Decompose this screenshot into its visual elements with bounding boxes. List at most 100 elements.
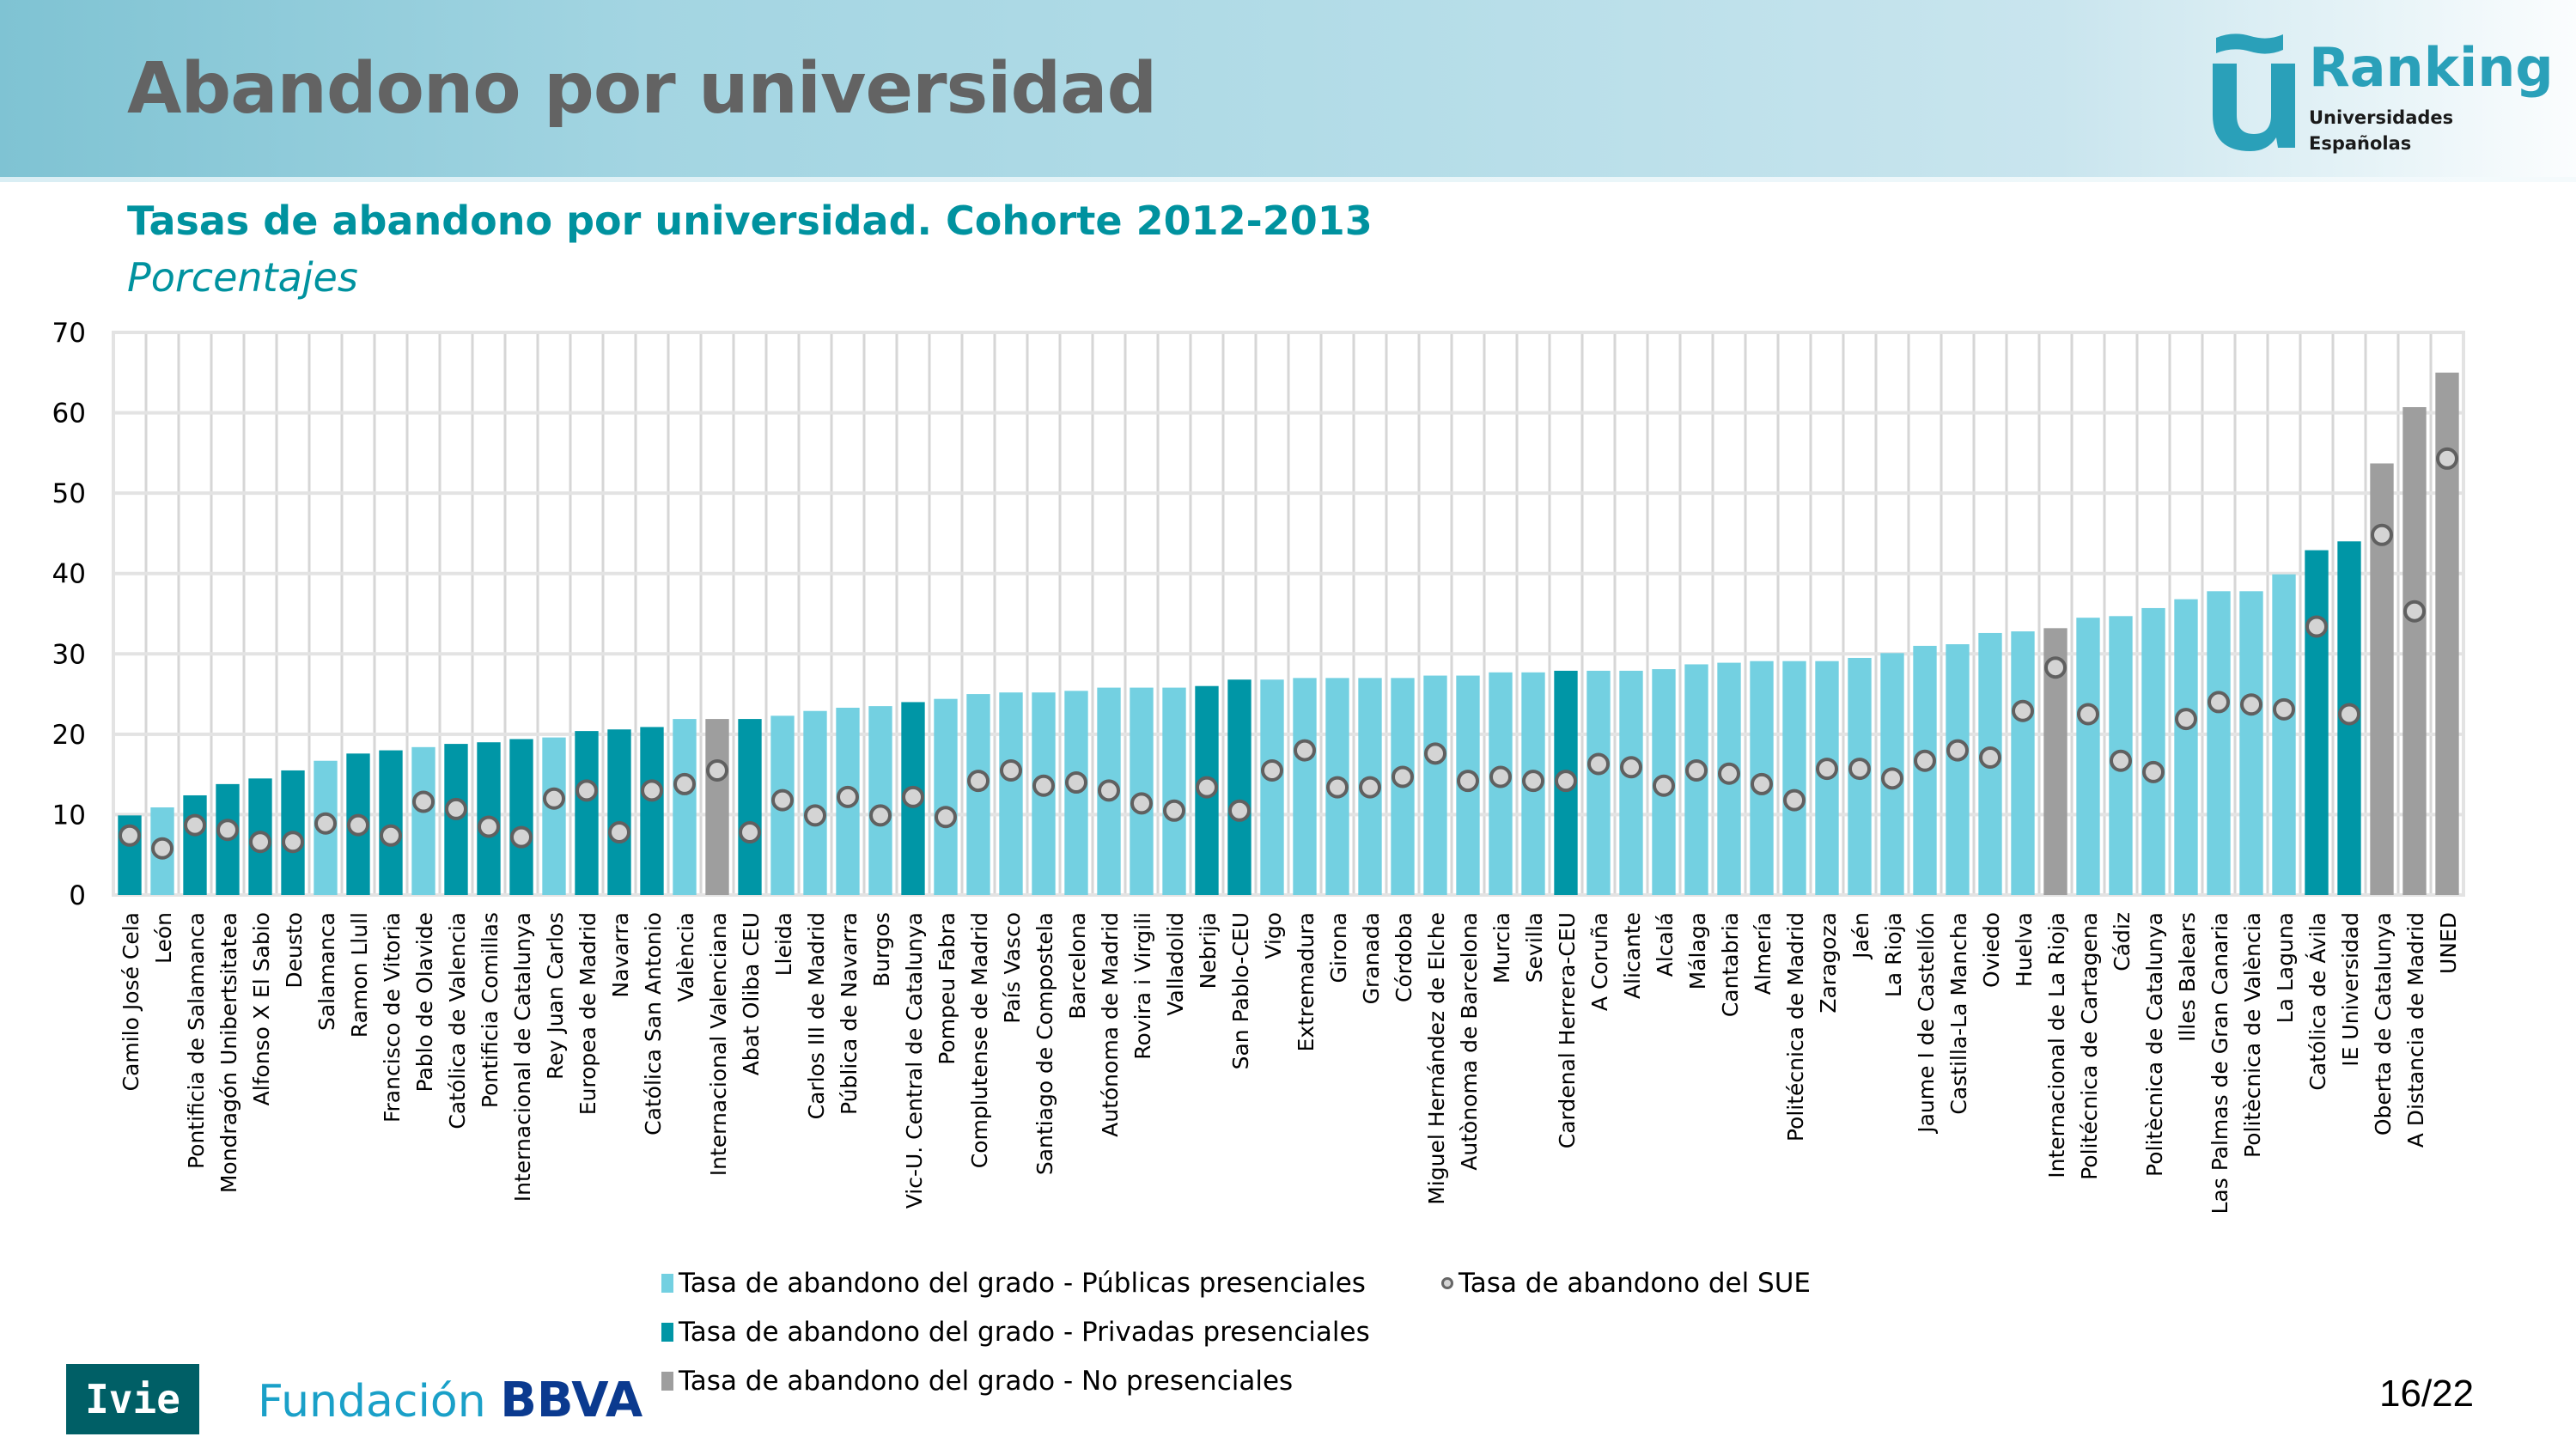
sue-point: [771, 788, 794, 812]
sue-point: [837, 785, 859, 808]
sue-point: [478, 815, 500, 838]
sue-point: [184, 813, 206, 837]
bar: [2011, 631, 2035, 895]
sue-point: [739, 821, 761, 844]
bar: [1227, 679, 1251, 895]
ranking-line2: Españolas: [2309, 133, 2412, 154]
bar: [2076, 618, 2100, 895]
y-tick-label: 70: [52, 318, 86, 349]
bar: [509, 739, 533, 895]
x-tick-label: Pontificia de Salamanca: [184, 912, 209, 1169]
y-tick-label: 60: [52, 399, 86, 429]
sue-point: [967, 770, 990, 793]
x-tick-label: Cardenal Herrera-CEU: [1555, 912, 1580, 1148]
x-tick-label: Nebrija: [1196, 912, 1221, 989]
sue-point: [2012, 699, 2034, 722]
x-tick-label: Francisco de Vitoria: [380, 912, 405, 1123]
bar: [1130, 687, 1154, 895]
x-tick-label: Almería: [1751, 912, 1775, 995]
legend-swatch-privadas: [661, 1323, 673, 1342]
x-tick-label: Politécnica de Cartagena: [2077, 912, 2102, 1180]
legend-dot-sue-icon: [1441, 1277, 1453, 1289]
sue-point: [1751, 772, 1773, 795]
x-tick-label: Valladolid: [1163, 912, 1188, 1016]
bar: [705, 719, 729, 895]
x-tick-label: Las Palmas de Gran Canaria: [2208, 912, 2232, 1215]
sue-point: [347, 813, 369, 837]
y-tick-label: 40: [52, 559, 86, 590]
sue-point: [2338, 703, 2360, 726]
x-tick-label: A Coruña: [1587, 912, 1612, 1011]
x-tick-label: Abat Oliba CEU: [739, 912, 764, 1075]
bar: [868, 706, 892, 895]
sue-point: [1261, 758, 1283, 782]
x-tick-label: Internacional Valenciana: [706, 912, 731, 1176]
bar-chart: 0 10 20 30 40 50 60 70 Camilo José Cela León Ponti…: [52, 318, 2465, 1215]
x-tick-label: Zaragoza: [1816, 912, 1841, 1014]
sue-point: [2044, 656, 2067, 679]
x-tick-label: Barcelona: [1065, 912, 1090, 1020]
x-tick-label: Córdoba: [1392, 912, 1416, 1002]
x-tick-label: Autònoma de Barcelona: [1457, 912, 1482, 1171]
bar: [966, 694, 990, 895]
x-tick-label: Politècnica de Catalunya: [2142, 912, 2167, 1177]
sue-point: [1424, 742, 1446, 765]
sue-point: [575, 779, 598, 802]
x-tick-label: Oberta de Catalunya: [2371, 912, 2396, 1135]
sue-point: [641, 779, 663, 802]
sue-point: [1587, 752, 1610, 776]
bar: [2174, 599, 2198, 895]
sue-point: [1000, 758, 1022, 782]
sue-point: [1685, 758, 1708, 782]
sue-point: [1032, 774, 1055, 797]
y-tick-label: 20: [52, 720, 86, 751]
x-tick-label: Lleida: [771, 912, 796, 976]
bar: [1586, 670, 1611, 895]
sue-point: [1555, 770, 1577, 793]
legend-item-privadas: Tasa de abandono del grado - Privadas pr…: [661, 1317, 1370, 1348]
x-tick-label: Castilla-La Mancha: [1946, 912, 1971, 1115]
bar: [2141, 607, 2165, 895]
bar: [1782, 661, 1806, 895]
sue-point: [1816, 758, 1838, 781]
sue-point: [935, 806, 957, 829]
x-tick-label: Cádiz: [2110, 912, 2134, 971]
page-number: 16/22: [2379, 1373, 2475, 1415]
x-tick-label: Rovira i Virgili: [1130, 912, 1155, 1060]
y-tick-label: 0: [69, 880, 86, 911]
x-tick-label: San Pablo-CEU: [1228, 912, 1253, 1069]
x-tick-label: Católica San Antonio: [641, 912, 666, 1135]
bar: [803, 710, 827, 895]
legend-label-sue: Tasa de abandono del SUE: [1459, 1268, 1812, 1299]
bar: [1619, 670, 1643, 895]
sue-point: [119, 824, 141, 847]
sue-point: [1326, 776, 1349, 799]
x-tick-label: Internacional de Catalunya: [510, 912, 535, 1202]
sue-point: [1914, 749, 1936, 772]
x-tick-label: Politécnica de Madrid: [1783, 912, 1808, 1142]
bar: [183, 795, 207, 895]
bar: [379, 750, 403, 895]
legend-label-no-presenciales: Tasa de abandono del grado - No presenci…: [679, 1366, 1294, 1397]
legend-swatch-no-presenciales: [661, 1372, 673, 1391]
sue-point: [2142, 760, 2165, 783]
x-tick-label: Salamanca: [314, 912, 339, 1031]
y-tick-label: 30: [52, 639, 86, 670]
x-tick-label: Pompeu Fabra: [935, 912, 959, 1065]
chart-title: Tasas de abandono por universidad. Cohor…: [127, 198, 1373, 244]
sue-point: [412, 790, 435, 813]
sue-point: [608, 821, 630, 844]
sue-point: [2240, 693, 2262, 716]
bar: [673, 719, 697, 895]
x-tick-label: Católica de Ávila: [2305, 912, 2330, 1091]
y-tick-label: 50: [52, 478, 86, 509]
x-tick-label: Pablo de Olavide: [412, 912, 437, 1092]
x-tick-label: Cantabria: [1718, 912, 1743, 1017]
sue-point: [445, 797, 467, 820]
bar: [1946, 644, 1970, 895]
x-tick-label: Murcia: [1489, 912, 1514, 983]
x-tick-label: Vic-U. Central de Catalunya: [902, 912, 927, 1209]
x-tick-label: Autónoma de Madrid: [1098, 912, 1123, 1137]
sue-point: [902, 785, 924, 808]
bar: [2272, 574, 2296, 895]
